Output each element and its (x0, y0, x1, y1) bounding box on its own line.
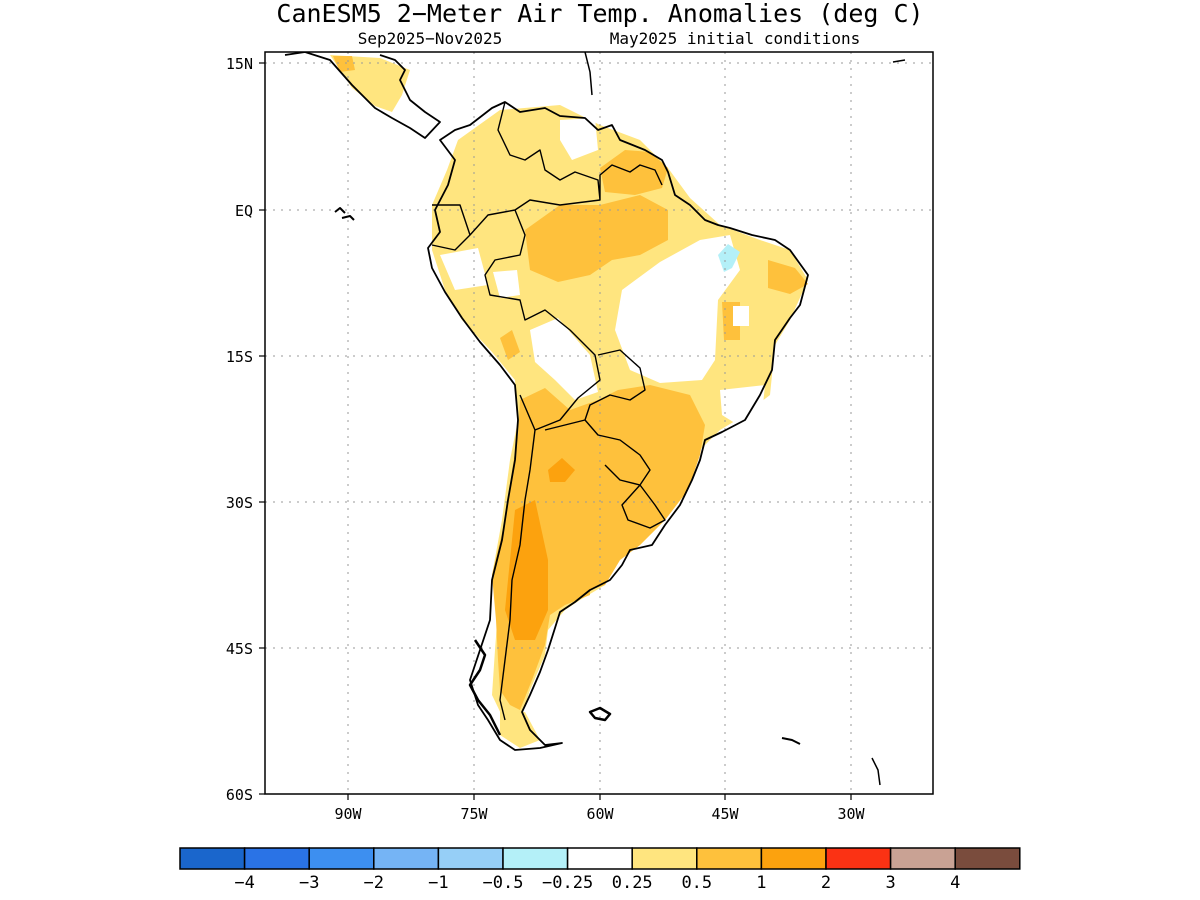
season-label: Sep2025−Nov2025 (358, 29, 503, 48)
colorbar-swatch (631, 847, 698, 870)
chile-fjords (468, 639, 502, 736)
colorbar-label: −1 (428, 873, 448, 893)
colorbar-swatch (566, 847, 633, 870)
south-georgia (781, 737, 801, 745)
lon-label-30w: 30W (837, 805, 865, 823)
anomaly-fill-bolivia-neutral (530, 318, 598, 400)
lon-label-45w: 45W (711, 805, 739, 823)
anomaly-fill-northeast-orange (768, 260, 808, 294)
colorbar (179, 847, 1021, 870)
anomaly-fill-north-argentina-hotspot (548, 458, 575, 482)
anomaly-fill-central-america-orange (333, 56, 355, 72)
anomaly-fill-venezuela-neutral (560, 118, 598, 160)
chart-title: CanESM5 2−Meter Air Temp. Anomalies (deg… (276, 0, 923, 28)
anomaly-fill-peru-neutral (493, 270, 520, 298)
colorbar-label: −2 (364, 873, 384, 893)
colorbar-label: 0.5 (681, 873, 712, 893)
south-america-coastline (427, 101, 809, 751)
anomaly-fill-guianas-orange (600, 150, 668, 195)
anomaly-shading (330, 55, 808, 748)
lat-label-15n: 15N (226, 55, 253, 73)
lat-label-15s: 15S (226, 348, 253, 366)
lon-label-75w: 75W (460, 805, 488, 823)
anomaly-fill-amazon-orange (525, 195, 668, 282)
colorbar-label: 2 (821, 873, 831, 893)
lat-label-eq: EQ (235, 202, 253, 220)
anomaly-fill-tierra-del-fuego (500, 712, 540, 748)
coastlines (284, 52, 906, 786)
lat-label-45s: 45S (226, 640, 253, 658)
falkland-islands (588, 706, 612, 722)
colorbar-swatch (502, 847, 569, 870)
anomaly-fill-northeast-neutral-square (733, 306, 749, 326)
lon-label-60w: 60W (586, 805, 614, 823)
anomaly-fill-negative-spot (718, 244, 740, 272)
colorbar-label: −0.5 (483, 873, 524, 893)
anomaly-fill-peru-orange (500, 330, 520, 360)
country-borders (431, 101, 666, 721)
colorbar-swatch (437, 847, 504, 870)
colorbar-label: −0.25 (542, 873, 593, 893)
central-america-coastline (284, 52, 441, 139)
colorbar-swatch (889, 847, 956, 870)
initial-conditions-label: May2025 initial conditions (610, 29, 860, 48)
anomaly-fill-ecuador-neutral (440, 248, 488, 290)
colorbar-label: 4 (950, 873, 960, 893)
anomaly-fill-central-brazil-neutral (615, 235, 740, 383)
colorbar-label: 1 (756, 873, 766, 893)
colorbar-swatch (179, 847, 246, 870)
colorbar-swatch (760, 847, 827, 870)
colorbar-labels: −4 −3 −2 −1 −0.5 −0.25 0.25 0.5 1 2 3 4 (234, 873, 960, 893)
colorbar-label: −4 (234, 873, 254, 893)
lon-label-90w: 90W (334, 805, 362, 823)
colorbar-label: −3 (299, 873, 319, 893)
colorbar-label: 3 (885, 873, 895, 893)
anomaly-fill-east-coast-neutral (720, 385, 765, 425)
lat-label-60s: 60S (226, 786, 253, 804)
axis-tick-marks (259, 62, 852, 800)
colorbar-swatch (373, 847, 440, 870)
plot-frame (264, 51, 934, 795)
galapagos-islands (334, 207, 355, 221)
colorbar-swatch (243, 847, 310, 870)
colorbar-swatch (696, 847, 763, 870)
colorbar-swatch (308, 847, 375, 870)
caribbean-islands (584, 52, 906, 786)
anomaly-fill-patagonia-hotspot (505, 500, 548, 640)
colorbar-swatch (825, 847, 892, 870)
colorbar-label: 0.25 (612, 873, 653, 893)
lat-label-30s: 30S (226, 494, 253, 512)
colorbar-swatch (954, 847, 1021, 870)
anomaly-fill-south-orange (492, 385, 705, 710)
